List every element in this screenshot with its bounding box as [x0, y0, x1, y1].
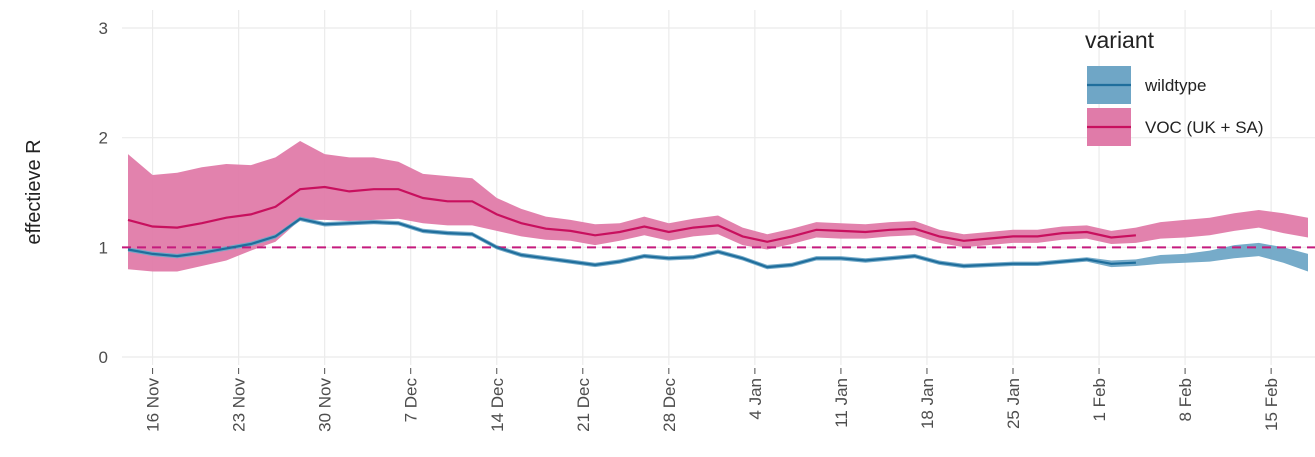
- x-tick-label: 21 Dec: [574, 378, 593, 432]
- y-axis-label: effectieve R: [23, 139, 45, 244]
- x-tick-label: 28 Dec: [660, 378, 679, 432]
- y-tick-label: 0: [99, 348, 108, 367]
- x-tick-label: 8 Feb: [1176, 378, 1195, 421]
- legend: variant wildtype VOC (UK + SA): [1085, 27, 1264, 146]
- x-tick-label: 4 Jan: [746, 378, 765, 420]
- band: [128, 141, 1308, 272]
- x-tick-label: 25 Jan: [1004, 378, 1023, 429]
- y-tick-label: 1: [99, 238, 108, 257]
- x-tick-label: 14 Dec: [488, 378, 507, 432]
- x-tick-label: 30 Nov: [316, 378, 335, 432]
- legend-label: wildtype: [1144, 76, 1206, 95]
- y-tick-label: 2: [99, 129, 108, 148]
- x-tick-label: 15 Feb: [1262, 378, 1281, 431]
- x-tick-label: 23 Nov: [230, 378, 249, 432]
- lines: [122, 185, 1315, 269]
- x-tick-label: 7 Dec: [402, 378, 421, 423]
- x-tick-label: 1 Feb: [1090, 378, 1109, 421]
- line: [127, 185, 1136, 243]
- x-tick-label: 16 Nov: [144, 378, 163, 432]
- legend-label: VOC (UK + SA): [1145, 118, 1264, 137]
- axes: 0 1 2 3 16 Nov 23 Nov 30 Nov 7 Dec 14 Dec 21 Dec 2…: [99, 19, 1282, 432]
- x-tick-label: 11 Jan: [832, 378, 851, 428]
- y-tick-label: 3: [99, 19, 108, 38]
- line: [127, 217, 1136, 269]
- legend-title: variant: [1085, 27, 1155, 53]
- x-tick-label: 18 Jan: [918, 378, 937, 429]
